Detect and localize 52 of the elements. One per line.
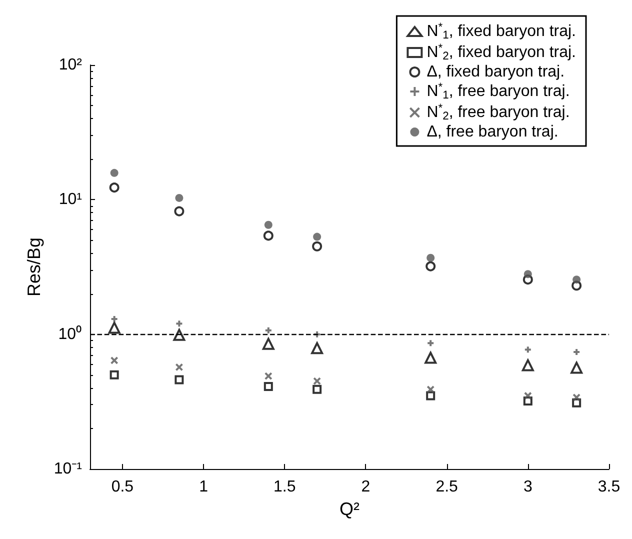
point [109,182,120,193]
x-tick-label: 3.5 [598,478,620,496]
point [108,322,120,334]
point [426,391,436,400]
point [524,270,532,278]
point [175,194,184,202]
point [110,370,119,380]
point [524,346,532,354]
point [424,352,437,364]
y-tick-label: 10⁰ [58,324,82,343]
point [572,398,582,408]
x-tick-label: 2 [361,478,370,496]
legend-label: Δ, fixed baryon traj. [426,64,565,80]
point [173,328,186,341]
x-tick-label: 2.5 [436,478,458,496]
point [264,326,272,334]
x-axis-title: Q² [340,498,360,519]
point [522,359,534,372]
y-tick-label: 10² [58,56,83,74]
x-tick-label: 0.5 [111,478,134,496]
point [264,382,273,391]
x-tick-label: 1.5 [274,478,296,496]
point [426,254,435,262]
point [174,375,184,384]
y-axis-title: Res/Bg [24,237,44,297]
point [263,230,274,241]
point [175,320,184,328]
legend-label: Δ, free baryon traj. [426,124,558,140]
point [313,330,322,338]
point [110,356,118,364]
point [570,362,583,374]
point [313,232,322,241]
point [174,206,184,216]
point [262,338,274,350]
point [572,276,581,284]
point [110,168,118,177]
point [524,392,532,400]
point [312,241,322,252]
y-tick-label: 10¹ [58,191,82,208]
point [572,393,581,402]
point [264,220,272,229]
point [312,384,322,394]
point [313,377,322,386]
x-tick-label: 1 [199,478,208,496]
point [426,339,435,348]
point [175,363,184,372]
point [426,385,435,394]
point [426,261,436,272]
point [264,372,272,380]
y-tick-label: 10⁻¹ [54,460,82,478]
x-tick-label: 3 [523,478,532,496]
point [311,342,324,354]
